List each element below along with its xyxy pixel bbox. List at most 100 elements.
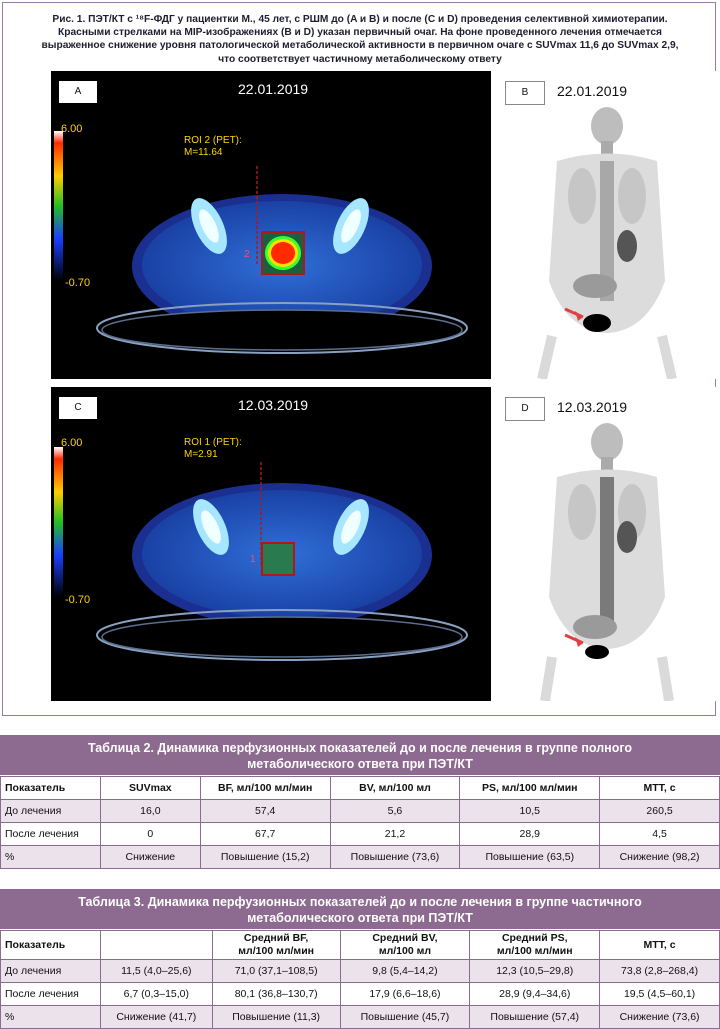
- panel-label-b: B: [505, 81, 545, 105]
- roi-annotation-a: ROI 2 (PET): M=11.64: [184, 135, 242, 159]
- caption-line: что соответствует частичному метаболичес…: [218, 53, 502, 65]
- scale-min-a: -0.70: [65, 277, 91, 289]
- table-title-line: Таблица 3. Динамика перфузионных показат…: [78, 895, 642, 909]
- figure-caption: Рис. 1. ПЭТ/КТ с ¹⁸F-ФДГ у пациентки М.,…: [30, 13, 690, 66]
- caption-line: Рис. 1. ПЭТ/КТ с ¹⁸F-ФДГ у пациентки М.,…: [52, 14, 668, 25]
- header-line: MTT, с: [643, 939, 676, 951]
- table-cell: 0: [99, 822, 201, 846]
- table-header-cell: BV, мл/100 мл: [329, 776, 461, 800]
- table-cell: 57,4: [199, 799, 331, 823]
- table-cell: 6,7 (0,3–15,0): [99, 982, 213, 1006]
- table-cell: Повышение (63,5): [459, 845, 601, 869]
- scale-max-a: 6.00: [61, 123, 83, 135]
- table-cell: До лечения: [0, 959, 101, 983]
- table-cell: 16,0: [99, 799, 201, 823]
- table-row: До лечения 11,5 (4,0–25,6) 71,0 (37,1–10…: [0, 959, 720, 983]
- table-title-line: Таблица 2. Динамика перфузионных показат…: [87, 741, 633, 755]
- table-header-cell: Средний BV, мл/100 мл: [339, 930, 471, 960]
- table-cell: 11,5 (4,0–25,6): [99, 959, 213, 983]
- table-cell: Повышение (73,6): [329, 845, 461, 869]
- table-cell: 17,9 (6,6–18,6): [339, 982, 471, 1006]
- roi-index-c: 1: [250, 554, 256, 565]
- table-cell: %: [0, 845, 101, 869]
- table-cell: %: [0, 1005, 101, 1029]
- table-header-row: Показатель Средний BF, мл/100 мл/мин Сред…: [0, 930, 720, 960]
- table-header-cell: BF, мл/100 мл/мин: [199, 776, 331, 800]
- table2-title: Таблица 2. Динамика перфузионных показат…: [0, 735, 720, 775]
- table-header-cell: [99, 930, 213, 960]
- panel-label-d: D: [505, 397, 545, 421]
- table-title-line: метаболического ответа при ПЭТ/КТ: [247, 911, 473, 925]
- scale-min-c: -0.70: [65, 594, 91, 606]
- roi-value: M=11.64: [184, 147, 223, 158]
- table-row: % Снижение Повышение (15,2) Повышение (7…: [0, 845, 720, 869]
- header-line: Показатель: [5, 939, 66, 951]
- table-cell: Снижение (98,2): [599, 845, 720, 869]
- panel-date-b: 22.01.2019: [557, 83, 628, 99]
- table-cell: Повышение (45,7): [339, 1005, 471, 1029]
- table3-title: Таблица 3. Динамика перфузионных показат…: [0, 889, 720, 929]
- table-cell: Повышение (11,3): [211, 1005, 341, 1029]
- table-cell: 260,5: [599, 799, 720, 823]
- table-cell: 4,5: [599, 822, 720, 846]
- table-header-cell: SUVmax: [99, 776, 201, 800]
- scale-max-c: 6.00: [61, 437, 83, 449]
- pet-ct-axial-image: [54, 447, 468, 661]
- table-cell: Снижение (73,6): [599, 1005, 720, 1029]
- table-row: До лечения 16,0 57,4 5,6 10,5 260,5: [0, 799, 720, 823]
- table-header-cell: MTT, с: [599, 776, 720, 800]
- table-header-cell: PS, мл/100 мл/мин: [459, 776, 601, 800]
- mip-panel-b: B 22.01.2019: [497, 71, 716, 379]
- table-cell: 5,6: [329, 799, 461, 823]
- header-line: Средний BV,: [372, 932, 438, 944]
- roi-annotation-c: ROI 1 (PET): M=2.91: [184, 437, 242, 461]
- table-cell: До лечения: [0, 799, 101, 823]
- pet-ct-axial-image: [54, 131, 468, 354]
- mip-image: [537, 107, 677, 379]
- table-cell: После лечения: [0, 822, 101, 846]
- roi-index-a: 2: [244, 249, 250, 260]
- table-row: % Снижение (41,7) Повышение (11,3) Повыш…: [0, 1005, 720, 1029]
- panel-date-d: 12.03.2019: [557, 399, 628, 415]
- roi-value: M=2.91: [184, 449, 218, 460]
- table-cell: 9,8 (5,4–14,2): [339, 959, 471, 983]
- panel-label-c: C: [59, 397, 97, 419]
- table-cell: 71,0 (37,1–108,5): [211, 959, 341, 983]
- table-cell: 67,7: [199, 822, 331, 846]
- pet-ct-panel-a: A 22.01.2019 6.00 -0.70 ROI 2 (PET): M=1…: [51, 71, 491, 379]
- roi-label: ROI 1 (PET):: [184, 437, 242, 448]
- table-cell: 80,1 (36,8–130,7): [211, 982, 341, 1006]
- table-row: После лечения 6,7 (0,3–15,0) 80,1 (36,8–…: [0, 982, 720, 1006]
- panel-label-a: A: [59, 81, 97, 103]
- mip-image: [540, 423, 674, 701]
- panel-date-a: 22.01.2019: [238, 81, 309, 97]
- caption-line: Красными стрелками на MIP-изображениях (…: [58, 27, 662, 39]
- table-header-cell: MTT, с: [599, 930, 720, 960]
- header-line: мл/100 мл: [378, 945, 432, 957]
- table-title-line: метаболического ответа при ПЭТ/КТ: [247, 757, 473, 771]
- table-cell: Повышение (15,2): [199, 845, 331, 869]
- table-cell: 28,9: [459, 822, 601, 846]
- table-cell: 21,2: [329, 822, 461, 846]
- table-cell: 19,5 (4,5–60,1): [599, 982, 720, 1006]
- table-cell: После лечения: [0, 982, 101, 1006]
- mip-panel-d: D 12.03.2019: [497, 387, 716, 701]
- table-header-cell: Средний PS, мл/100 мл/мин: [469, 930, 601, 960]
- header-line: Средний PS,: [501, 932, 568, 944]
- panel-date-c: 12.03.2019: [238, 397, 309, 413]
- table-cell: 10,5: [459, 799, 601, 823]
- table-row: После лечения 0 67,7 21,2 28,9 4,5: [0, 822, 720, 846]
- pet-ct-panel-c: C 12.03.2019 6.00 -0.70 ROI 1 (PET): M=2…: [51, 387, 491, 701]
- table-cell: Снижение: [99, 845, 201, 869]
- table-cell: 73,8 (2,8–268,4): [599, 959, 720, 983]
- roi-label: ROI 2 (PET):: [184, 135, 242, 146]
- header-line: Средний BF,: [243, 932, 309, 944]
- table-cell: Повышение (57,4): [469, 1005, 601, 1029]
- table2: Показатель SUVmax BF, мл/100 мл/мин BV, …: [0, 776, 720, 869]
- table-cell: Снижение (41,7): [99, 1005, 213, 1029]
- table3: Показатель Средний BF, мл/100 мл/мин Сред…: [0, 930, 720, 1029]
- table-header-row: Показатель SUVmax BF, мл/100 мл/мин BV, …: [0, 776, 720, 800]
- table-cell: 12,3 (10,5–29,8): [469, 959, 601, 983]
- header-line: мл/100 мл/мин: [238, 945, 314, 957]
- caption-line: выраженное снижение уровня патологическо…: [41, 40, 679, 52]
